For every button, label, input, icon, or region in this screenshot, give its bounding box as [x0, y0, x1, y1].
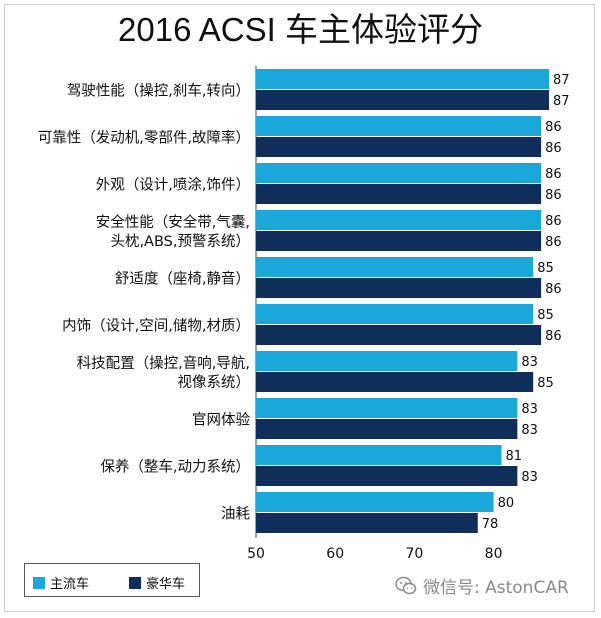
watermark-text: 微信号: AstonCAR [423, 578, 569, 598]
bar-luxury-0 [256, 90, 550, 110]
data-label-luxury-9: 78 [482, 517, 499, 532]
category-label-4: 舒适度（座椅,静音） [115, 271, 250, 288]
data-label-mainstream-4: 85 [537, 261, 554, 276]
data-label-luxury-6: 85 [537, 376, 554, 391]
bar-mainstream-0 [256, 69, 550, 89]
bar-luxury-9 [256, 513, 478, 533]
legend-swatch-mainstream [33, 576, 45, 589]
bar-mainstream-7 [256, 398, 518, 418]
chart-title: 2016 ACSI 车主体验评分 [118, 11, 483, 48]
bar-luxury-5 [256, 325, 542, 345]
data-label-luxury-4: 86 [545, 282, 562, 297]
bar-mainstream-3 [256, 210, 542, 230]
bar-luxury-3 [256, 231, 542, 251]
legend-item-mainstream: 主流车 [33, 573, 89, 592]
data-label-mainstream-8: 81 [506, 449, 523, 464]
data-label-luxury-0: 87 [553, 94, 570, 109]
data-label-luxury-7: 83 [521, 423, 538, 438]
bar-mainstream-1 [256, 116, 542, 136]
category-label-5: 内饰（设计,空间,储物,材质） [62, 318, 250, 335]
category-label-6-line1: 视像系统） [178, 374, 251, 391]
data-label-mainstream-1: 86 [545, 120, 562, 135]
data-label-luxury-5: 86 [545, 329, 562, 344]
data-label-mainstream-0: 87 [553, 73, 570, 88]
data-label-mainstream-9: 80 [498, 496, 515, 511]
legend-item-luxury: 豪华车 [129, 573, 185, 592]
category-label-1: 可靠性（发动机,零部件,故障率） [38, 129, 250, 147]
bar-mainstream-6 [256, 351, 518, 371]
data-label-luxury-2: 86 [545, 188, 562, 203]
wechat-icon [395, 576, 417, 594]
chart-frame [4, 4, 595, 612]
data-label-mainstream-2: 86 [545, 167, 562, 182]
x-tick-label-70: 70 [405, 546, 423, 562]
category-label-6-line0: 科技配置（操控,音响,导航, [77, 355, 250, 372]
data-label-mainstream-5: 85 [537, 308, 554, 323]
bar-luxury-4 [256, 278, 542, 298]
legend: 主流车 豪华车 [24, 563, 200, 597]
data-label-luxury-1: 86 [545, 141, 562, 156]
category-label-9: 油耗 [221, 506, 250, 523]
x-tick-label-50: 50 [247, 546, 265, 562]
bar-luxury-1 [256, 137, 542, 157]
bar-luxury-2 [256, 184, 542, 204]
bar-mainstream-8 [256, 445, 502, 465]
category-label-2: 外观（设计,喷涂,饰件） [96, 177, 250, 194]
data-label-mainstream-6: 83 [521, 355, 538, 370]
category-label-7: 官网体验 [192, 412, 250, 429]
category-label-3-line1: 头枕,ABS,预警系统） [110, 233, 250, 250]
bar-mainstream-9 [256, 492, 494, 512]
data-label-luxury-3: 86 [545, 235, 562, 250]
bar-luxury-7 [256, 419, 518, 439]
data-label-mainstream-7: 83 [521, 402, 538, 417]
data-label-mainstream-3: 86 [545, 214, 562, 229]
legend-label-luxury: 豪华车 [146, 577, 186, 592]
x-tick-label-60: 60 [326, 546, 344, 562]
bar-mainstream-4 [256, 257, 534, 277]
data-label-luxury-8: 83 [521, 470, 538, 485]
bar-luxury-6 [256, 372, 534, 392]
bar-mainstream-5 [256, 304, 534, 324]
x-tick-label-80: 80 [485, 546, 503, 562]
legend-label-mainstream: 主流车 [50, 577, 90, 592]
category-label-3-line0: 安全性能（安全带,气囊, [96, 213, 250, 231]
watermark: 微信号: AstonCAR [395, 573, 569, 598]
category-label-0: 驾驶性能（操控,刹车,转向） [67, 83, 250, 100]
legend-swatch-luxury [129, 576, 141, 589]
bar-mainstream-2 [256, 163, 542, 183]
bar-luxury-8 [256, 466, 518, 486]
category-label-8: 保养（整车,动力系统） [100, 459, 250, 476]
